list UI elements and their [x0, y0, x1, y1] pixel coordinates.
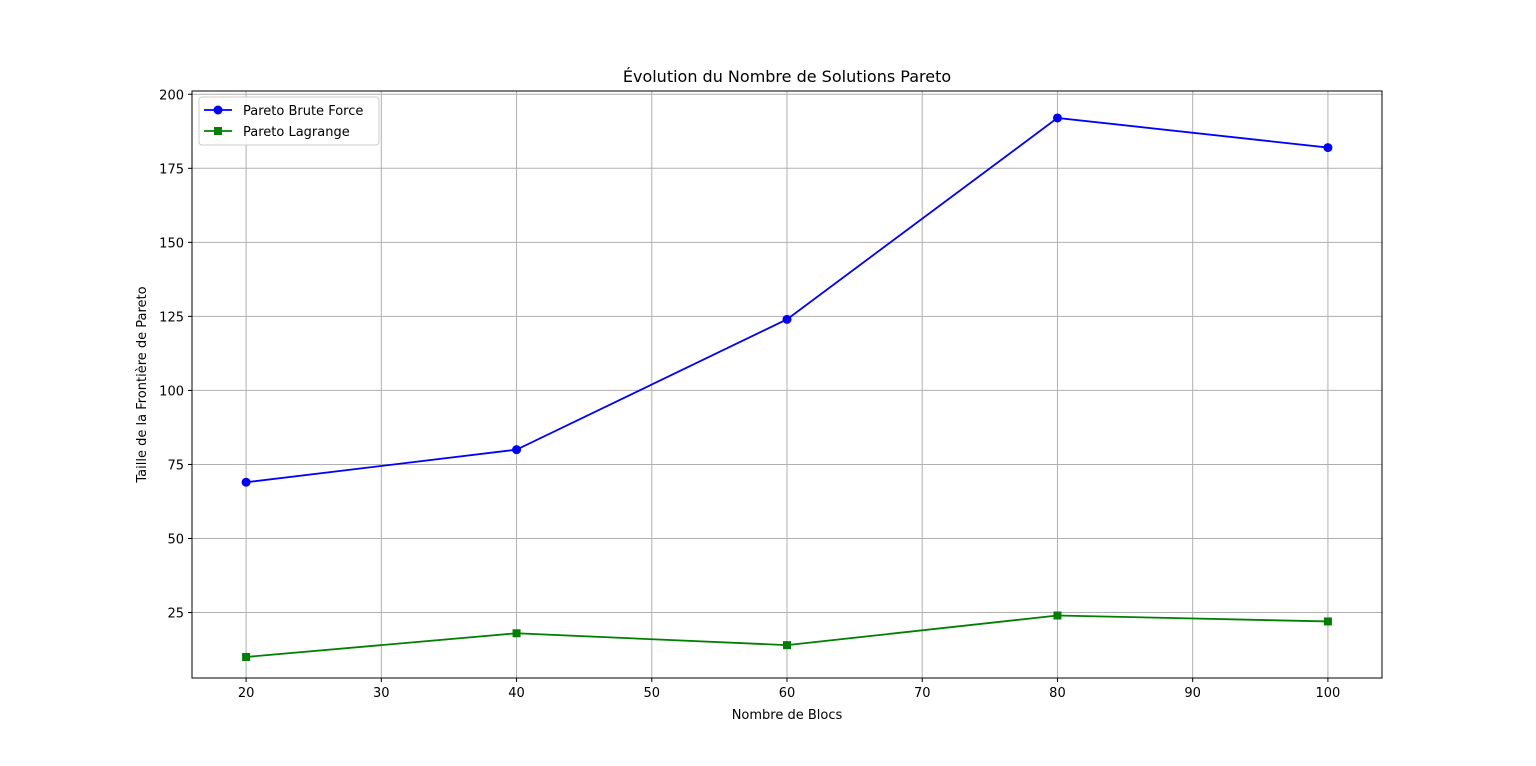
x-tick-label: 60 — [779, 686, 796, 701]
legend-item: Pareto Brute Force — [204, 104, 363, 119]
x-tick-label: 90 — [1184, 686, 1201, 701]
x-axis-label: Nombre de Blocs — [732, 708, 843, 723]
legend-box — [198, 96, 380, 146]
data-point — [1052, 113, 1062, 123]
x-tick-label: 50 — [643, 686, 660, 701]
plot-frame — [191, 90, 1383, 679]
y-tick-label: 25 — [167, 607, 184, 622]
data-point — [242, 652, 251, 661]
x-tick-label: 70 — [914, 686, 931, 701]
data-point — [512, 445, 522, 455]
data-point — [1053, 611, 1062, 620]
series — [241, 113, 1333, 661]
y-tick-label: 75 — [167, 458, 184, 473]
legend-marker — [213, 105, 223, 115]
data-point — [783, 641, 791, 650]
legend-item: Pareto Lagrange — [204, 125, 350, 140]
legend-label: Pareto Lagrange — [243, 125, 350, 140]
series-1 — [241, 113, 1333, 487]
x-tick-label: 80 — [1049, 686, 1066, 701]
x-axis: 20 30 40 50 60 70 80 90 100 — [238, 678, 1340, 701]
y-tick-label: 150 — [159, 236, 184, 251]
y-axis-label: Taille de la Frontière de Pareto — [135, 286, 150, 483]
data-point — [1323, 617, 1332, 626]
legend: Pareto Brute Force Pareto Lagrange — [198, 96, 380, 146]
x-tick-label: 40 — [508, 686, 525, 701]
data-point — [782, 314, 792, 324]
chart-title: Évolution du Nombre de Solutions Pareto — [623, 67, 951, 86]
series-2 — [242, 611, 1332, 661]
legend-label: Pareto Brute Force — [243, 104, 363, 119]
x-tick-label: 20 — [238, 686, 255, 701]
y-axis: 25 50 75 100 125 150 175 200 — [159, 88, 192, 622]
x-tick-label: 100 — [1315, 686, 1340, 701]
y-tick-label: 50 — [167, 533, 184, 548]
legend-marker — [214, 127, 222, 135]
y-tick-label: 100 — [159, 384, 184, 399]
data-point — [1323, 143, 1333, 153]
data-point — [512, 629, 521, 638]
data-point — [241, 477, 251, 487]
y-tick-label: 125 — [159, 310, 184, 325]
y-tick-label: 200 — [159, 88, 184, 103]
y-tick-label: 175 — [159, 162, 184, 177]
x-tick-label: 30 — [373, 686, 390, 701]
grid — [192, 91, 1382, 678]
